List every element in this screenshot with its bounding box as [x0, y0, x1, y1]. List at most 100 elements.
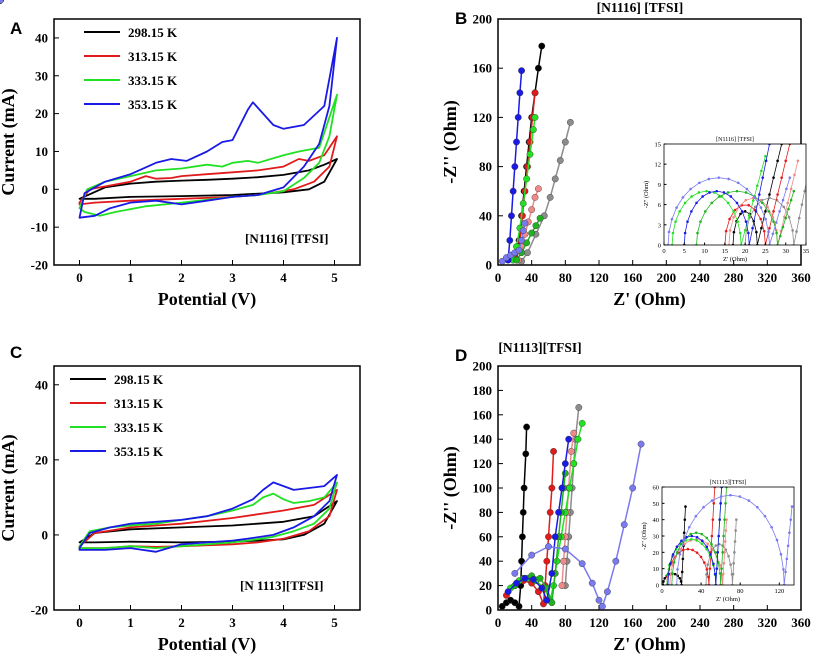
inset-point: [705, 536, 709, 540]
inset-point: [681, 196, 685, 199]
plot-frame: [53, 365, 361, 611]
inset-point: [788, 176, 792, 179]
inset-point: [711, 518, 715, 521]
panel-label: D: [455, 346, 467, 365]
y-tick-label: 0: [658, 243, 661, 250]
inset-point: [776, 159, 779, 163]
inset-point: [729, 195, 733, 198]
eis-point: [529, 126, 537, 134]
eis-point: [543, 596, 551, 604]
inset-point: [761, 201, 764, 205]
eis-point: [509, 187, 517, 195]
inset-point: [683, 542, 687, 546]
inset-point: [710, 201, 714, 205]
x-tick-label: 3: [229, 615, 236, 630]
legend-label: EIS at 333.15 K before CV: [0, 0, 108, 3]
inset-point: [723, 518, 726, 521]
x-tick-label: 25: [762, 248, 769, 255]
inset-point: [764, 210, 767, 213]
inset-point: [690, 534, 694, 538]
inset-point: [705, 189, 708, 193]
eis-point: [560, 557, 568, 565]
inset-point: [716, 551, 720, 554]
inset-point: [674, 220, 677, 223]
inset-point: [687, 525, 691, 529]
inset-point: [747, 203, 750, 207]
inset-point: [768, 196, 771, 200]
eis-point: [545, 543, 552, 550]
x-tick-label: 15: [722, 248, 729, 255]
inset-point: [787, 215, 791, 219]
inset-point: [719, 502, 722, 505]
inset-point: [707, 177, 711, 181]
inset-point: [689, 187, 692, 191]
inset-point: [743, 228, 747, 232]
inset-point: [763, 514, 767, 518]
eis-point: [511, 570, 519, 577]
inset-point: [721, 551, 724, 554]
eis-point: [528, 551, 536, 559]
inset-point: [690, 210, 693, 213]
eis-point: [550, 447, 557, 455]
inset-point: [671, 553, 675, 556]
eis-point: [536, 574, 544, 582]
inset-point: [702, 505, 705, 509]
inset-point: [717, 534, 721, 538]
eis-point: [551, 533, 559, 541]
inset-point: [790, 505, 794, 508]
eis-point: [515, 246, 523, 254]
y-axis-title: Current (mA): [0, 88, 19, 195]
inset-point: [718, 195, 721, 198]
x-tick-label: 0: [76, 270, 83, 285]
inset-point: [686, 220, 689, 223]
inset-point: [744, 198, 748, 202]
x-tick-label: 280: [724, 270, 744, 285]
inset-point: [700, 539, 704, 543]
eis-point: [528, 229, 536, 237]
inset-x-title: Z' (Ohm): [716, 596, 740, 603]
y-axis-title: -Z'' (Ohm): [440, 100, 461, 184]
inset-line: [724, 144, 791, 245]
y-tick-label: 0: [656, 583, 659, 590]
x-tick-label: 2: [178, 615, 185, 630]
inset-point: [771, 215, 775, 219]
eis-point: [546, 509, 554, 516]
eis-point: [514, 114, 522, 121]
eis-point: [531, 89, 539, 97]
y-tick-label: 160: [473, 407, 493, 422]
inset-point: [699, 220, 702, 223]
inset-point: [705, 568, 709, 571]
inset-title: [N1113][TFSI]: [710, 480, 746, 486]
inset-point: [705, 547, 708, 551]
inset-point: [678, 552, 682, 556]
inset-point: [744, 220, 748, 223]
inset-point: [713, 572, 717, 576]
inset-point: [698, 181, 701, 185]
inset-point: [736, 181, 740, 185]
legend-label: 333.15 K: [114, 420, 164, 435]
y-tick-label: 40: [35, 30, 48, 45]
legend-label: EIS at 353.15 K before CV: [0, 0, 108, 3]
inset-point: [803, 189, 806, 193]
y-tick-label: 0: [42, 527, 49, 542]
eis-point: [516, 89, 524, 97]
cv-curve-35315: [78, 474, 338, 553]
x-tick-label: 1: [127, 615, 134, 630]
inset-plot: [666, 144, 806, 245]
y-tick-label: 40: [653, 517, 660, 524]
inset-point: [779, 234, 782, 238]
inset-point: [671, 231, 675, 235]
eis-point: [519, 227, 527, 234]
x-tick-label: 360: [791, 270, 811, 285]
inset-point: [778, 210, 781, 213]
panel-c: C 0 1 2 3 4 5 -20 0 20 40 298.15 K 313.15 K 333.15 K 3…: [0, 343, 361, 655]
eis-point: [520, 484, 528, 492]
inset-point: [751, 226, 754, 230]
inset-point: [704, 210, 707, 213]
inset-point: [670, 217, 674, 221]
inset-point: [784, 159, 788, 163]
y-tick-label: 120: [473, 110, 493, 125]
y-tick-label: 100: [473, 481, 493, 496]
eis-point: [518, 236, 525, 244]
eis-point: [513, 256, 520, 264]
